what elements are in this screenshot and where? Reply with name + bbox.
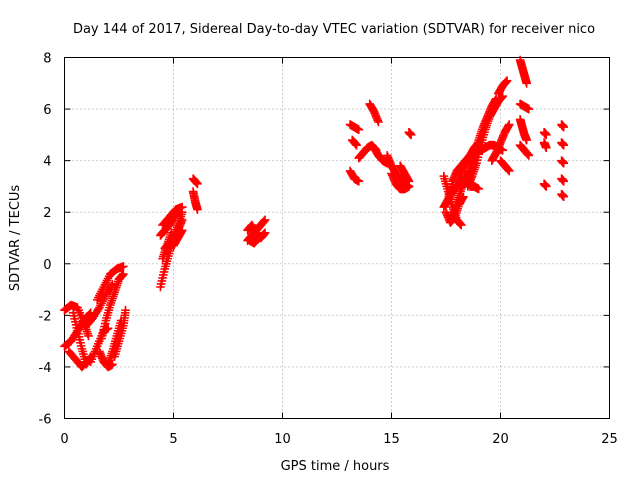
data-point: [456, 220, 466, 230]
y-tick-label: 4: [43, 155, 51, 170]
data-point: [404, 176, 414, 186]
y-tick-label: -6: [39, 413, 52, 428]
data-point: [258, 231, 268, 240]
data-point: [173, 207, 183, 217]
y-tick-label: -4: [39, 361, 52, 376]
data-point: [177, 202, 187, 212]
data-point: [406, 130, 416, 140]
data-point: [177, 225, 187, 235]
data-point: [84, 331, 93, 341]
data-point: [559, 158, 569, 168]
data-point: [541, 182, 551, 191]
data-point: [541, 143, 551, 153]
data-point: [167, 228, 176, 238]
plot-frame: [64, 57, 610, 419]
y-tick-label: 2: [43, 206, 51, 221]
data-point: [502, 76, 512, 86]
x-tick-label: 5: [169, 432, 177, 447]
data-point: [177, 215, 187, 225]
data-point: [491, 94, 501, 104]
data-point: [504, 120, 514, 129]
x-tick-label: 25: [601, 432, 618, 447]
data-point: [559, 140, 569, 150]
data-point: [121, 305, 130, 315]
data-point: [354, 176, 364, 186]
data-point: [354, 125, 364, 134]
data-points: [60, 55, 569, 372]
data-point: [498, 146, 507, 155]
data-point: [374, 117, 383, 127]
axis-ticks: 0 5 10 15 20 25 -6 -4 -2 0 2 4 6 8: [39, 52, 618, 448]
data-point: [352, 140, 361, 150]
y-tick-label: 6: [43, 103, 51, 118]
data-point: [459, 192, 468, 202]
data-point: [504, 166, 514, 176]
chart-title: Day 144 of 2017, Sidereal Day-to-day VTE…: [73, 22, 595, 37]
data-point: [524, 151, 534, 160]
data-point: [498, 91, 507, 101]
data-point: [193, 205, 202, 214]
x-tick-label: 20: [492, 432, 509, 447]
x-tick-label: 0: [60, 432, 68, 447]
y-tick-label: 0: [43, 258, 51, 273]
data-point: [522, 78, 531, 88]
y-tick-label: 8: [43, 52, 51, 67]
data-point: [559, 122, 569, 132]
data-point: [119, 269, 128, 279]
data-point: [108, 280, 117, 289]
data-point: [559, 176, 569, 186]
x-tick-label: 10: [274, 432, 291, 447]
data-point: [559, 192, 569, 202]
data-point: [260, 215, 270, 225]
y-tick-label: -2: [39, 309, 52, 324]
data-point: [524, 104, 534, 114]
data-point: [119, 262, 128, 271]
data-point: [193, 179, 202, 189]
data-point: [522, 135, 531, 145]
grid-lines: [64, 57, 610, 419]
data-point: [474, 184, 483, 194]
x-tick-label: 15: [383, 432, 400, 447]
y-axis-title: SDTVAR / TECUs: [8, 185, 23, 292]
data-point: [541, 130, 551, 140]
x-axis-title: GPS time / hours: [281, 459, 390, 474]
